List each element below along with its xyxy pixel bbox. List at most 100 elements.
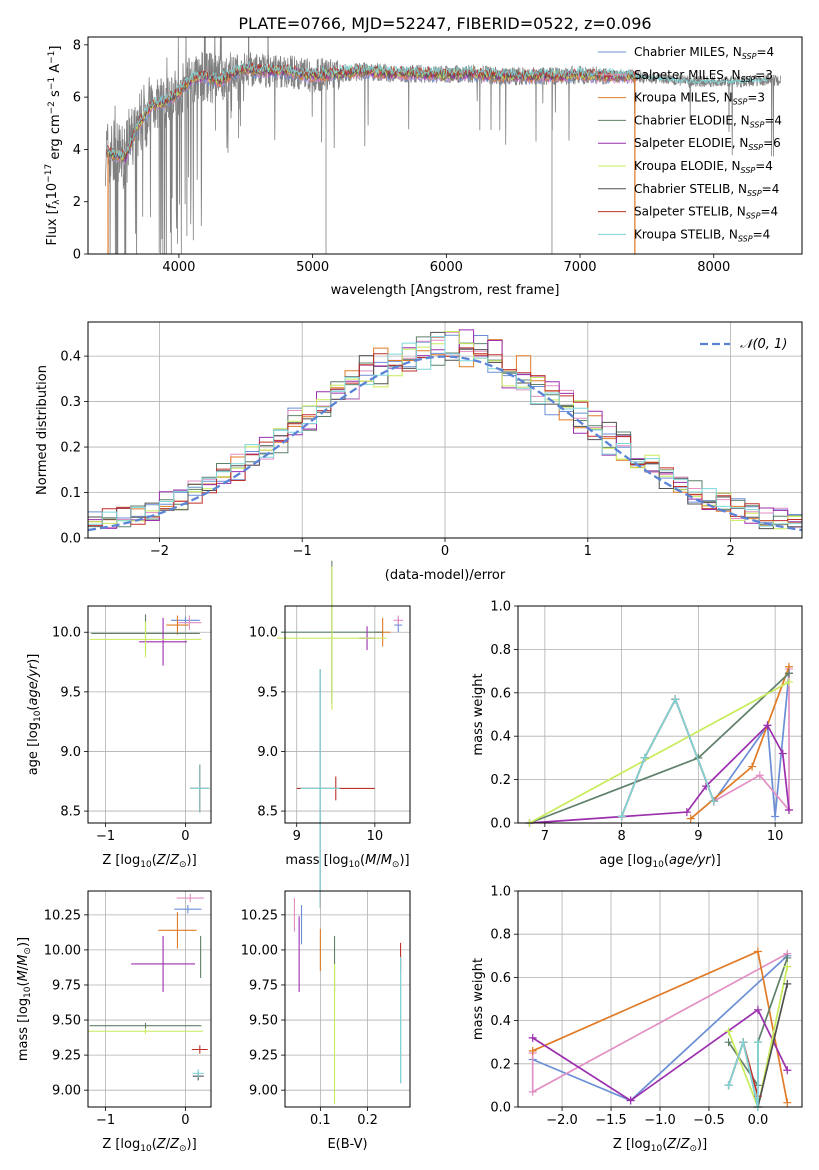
y-tick-label: 0.2 [490, 1057, 511, 1072]
y-tick-label: 4 [73, 143, 81, 158]
legend-entry-label: Salpeter ELODIE, NSSP=6 [634, 136, 781, 152]
y-tick-label: 1.0 [490, 885, 511, 900]
mass-weight-marker [783, 979, 792, 988]
x-tick-label: 8000 [697, 260, 730, 275]
mass-weight-marker [709, 797, 718, 806]
x-axis-label: wavelength [Angstrom, rest frame] [331, 283, 560, 298]
y-axis-label: mass [log10(M/M⊙)] [16, 937, 33, 1061]
axes-frame [517, 605, 803, 824]
label-part: 10 [651, 1144, 663, 1154]
x-axis-label: age [log10(age/yr)] [599, 853, 721, 870]
legend-subscript: SSP [748, 143, 763, 152]
label-part: 10 [140, 860, 152, 870]
y-tick-label: 9.50 [249, 1014, 278, 1029]
x-axis-label: (data-model)/error [385, 568, 506, 583]
label-part: 10 [45, 183, 60, 200]
axes-frame [284, 890, 411, 1108]
legend-entry-label: 𝒩(0, 1) [740, 337, 787, 352]
mass-weight-marker [784, 677, 793, 686]
y-tick-label: 9.00 [249, 1084, 278, 1099]
y-axis-label: Flux [fλ10−17 erg cm−2 s−1 A−1] [44, 46, 63, 246]
x-tick-label: 1 [584, 544, 592, 559]
x-tick-label: 9 [293, 829, 301, 844]
legend-text: Salpeter MILES, N [634, 68, 741, 82]
x-axis-label: Z [log10(Z/Z⊙)] [613, 1137, 707, 1154]
x-tick-label: 0.1 [310, 1113, 331, 1128]
label-part: )] [187, 1137, 197, 1152]
label-part: −1 [47, 77, 57, 90]
x-tick-label: 7000 [563, 260, 596, 275]
mass-weight-marker [528, 1046, 537, 1055]
legend-value: =4 [755, 159, 773, 173]
y-tick-label: 0.4 [490, 1014, 511, 1029]
label-part: / [676, 1137, 681, 1152]
legend-subscript: SSP [741, 75, 756, 84]
label-part: ( [360, 853, 365, 868]
mass-weight-marker [748, 762, 757, 771]
y-tick-label: 8.5 [60, 805, 81, 820]
y-tick-label: 0.2 [60, 441, 81, 456]
label-part: Z [log [613, 1137, 651, 1152]
x-tick-label: 7 [541, 829, 549, 844]
label-part: Z [log [102, 853, 140, 868]
label-part: M [16, 955, 31, 966]
y-axis-label: Normed distribution [35, 365, 50, 495]
label-part: age/yr [26, 662, 41, 705]
axes-frame [87, 321, 803, 539]
label-part: mass [log [285, 853, 348, 868]
x-tick-label: 2 [726, 544, 734, 559]
mass-weight-marker [739, 1038, 748, 1047]
mass-weight-marker [671, 695, 680, 704]
legend-value: =4 [756, 45, 774, 59]
y-tick-label: 9.5 [60, 685, 81, 700]
mass-weight-marker [783, 962, 792, 971]
label-part: ( [662, 1137, 667, 1152]
mass-weight-line [727, 1039, 759, 1108]
x-tick-label: 0 [181, 1113, 189, 1128]
y-tick-label: 0.0 [60, 532, 81, 547]
y-tick-label: 10.00 [44, 943, 81, 958]
legend-entry-label: Salpeter STELIB, NSSP=4 [634, 205, 778, 221]
label-part: age [log [599, 853, 652, 868]
label-part: A [48, 64, 63, 77]
label-part: ⊙ [689, 1144, 697, 1154]
mass-weight-marker [783, 1098, 792, 1107]
x-tick-label: −2 [150, 544, 169, 559]
label-part: s [48, 90, 63, 101]
mass-vs-EBV-panel: 0.1 0.2 9.00 9.25 9.50 9.75 10.00 10.25 E(B-V) [241, 890, 411, 1152]
axes-frame [284, 605, 411, 824]
legend-subscript: SSP [741, 166, 756, 175]
x-tick-label: 6000 [430, 260, 463, 275]
label-part: λ [52, 199, 62, 205]
y-tick-label: 9.25 [52, 1049, 81, 1064]
weight-vs-Z-panel: −2.0 −1.5 −1.0 −0.5 0.0 0.0 0.2 0.4 0.6 0.8 1.0 mas… [471, 885, 803, 1154]
mass-weight-marker [617, 812, 626, 821]
x-tick-label: 0 [441, 544, 449, 559]
legend-value: =6 [763, 136, 781, 150]
y-tick-label: 0.6 [490, 686, 511, 701]
legend-entry-label: Kroupa STELIB, NSSP=4 [634, 227, 770, 243]
y-tick-label: 0.8 [490, 928, 511, 943]
mass-weight-marker [528, 1087, 537, 1096]
label-part: )] [711, 853, 721, 868]
figure-title: PLATE=0766, MJD=52247, FIBERID=0522, z=0… [238, 14, 651, 33]
label-part: / [16, 965, 31, 970]
x-tick-label: −1 [96, 829, 115, 844]
legend-text: Kroupa ELODIE, N [634, 159, 741, 173]
y-axis-label: mass weight [471, 673, 486, 755]
legend-subscript: SSP [747, 189, 762, 198]
x-tick-label: 0.2 [357, 1113, 378, 1128]
normal-distribution-line [88, 355, 802, 532]
mass-weight-marker [763, 721, 772, 730]
label-part: M [365, 853, 376, 868]
mass-weight-marker [626, 1096, 635, 1105]
x-tick-label: −2.0 [546, 1113, 578, 1128]
y-tick-label: 9.00 [52, 1084, 81, 1099]
legend-subscript: SSP [746, 212, 761, 221]
legend-entry-label: Kroupa MILES, NSSP=3 [634, 91, 765, 107]
residual-histogram [88, 336, 802, 527]
label-part: M [16, 970, 31, 981]
legend-subscript: SSP [750, 120, 765, 129]
label-part: Z [680, 1137, 691, 1152]
